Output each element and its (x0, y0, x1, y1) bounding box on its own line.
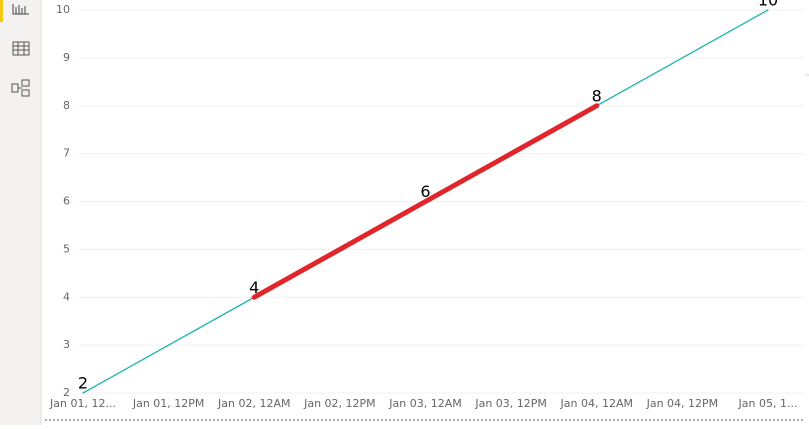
x-tick-label: Jan 01, 12... (49, 397, 116, 410)
y-tick-label: 7 (63, 147, 70, 160)
x-tick-label: Jan 04, 12PM (646, 397, 719, 410)
y-tick-label: 10 (56, 3, 70, 16)
y-tick-label: 4 (63, 290, 70, 303)
x-tick-label: Jan 02, 12PM (303, 397, 376, 410)
x-tick-label: Jan 03, 12PM (474, 397, 547, 410)
data-label: 4 (249, 278, 259, 297)
x-tick-label: Jan 02, 12AM (217, 397, 290, 410)
data-label: 2 (78, 374, 88, 393)
y-tick-label: 2 (63, 386, 70, 399)
active-indicator (0, 0, 3, 22)
x-tick-label: Jan 05, 1... (738, 397, 798, 410)
y-tick-label: 9 (63, 51, 70, 64)
report-view-icon[interactable] (12, 4, 29, 15)
sidebar (0, 0, 41, 425)
y-tick-label: 3 (63, 338, 70, 351)
model-view-icon[interactable] (11, 79, 30, 97)
data-label: 8 (592, 86, 602, 105)
data-view-icon[interactable] (12, 41, 30, 56)
x-tick-label: Jan 03, 12AM (388, 397, 461, 410)
y-tick-label: 8 (63, 99, 70, 112)
x-tick-label: Jan 04, 12AM (560, 397, 633, 410)
y-tick-label: 6 (63, 195, 70, 208)
x-tick-label: Jan 01, 12PM (132, 397, 205, 410)
data-label: 10 (758, 0, 778, 10)
y-tick-label: 5 (63, 242, 70, 255)
data-label: 6 (420, 182, 430, 201)
series-line (251, 103, 600, 300)
